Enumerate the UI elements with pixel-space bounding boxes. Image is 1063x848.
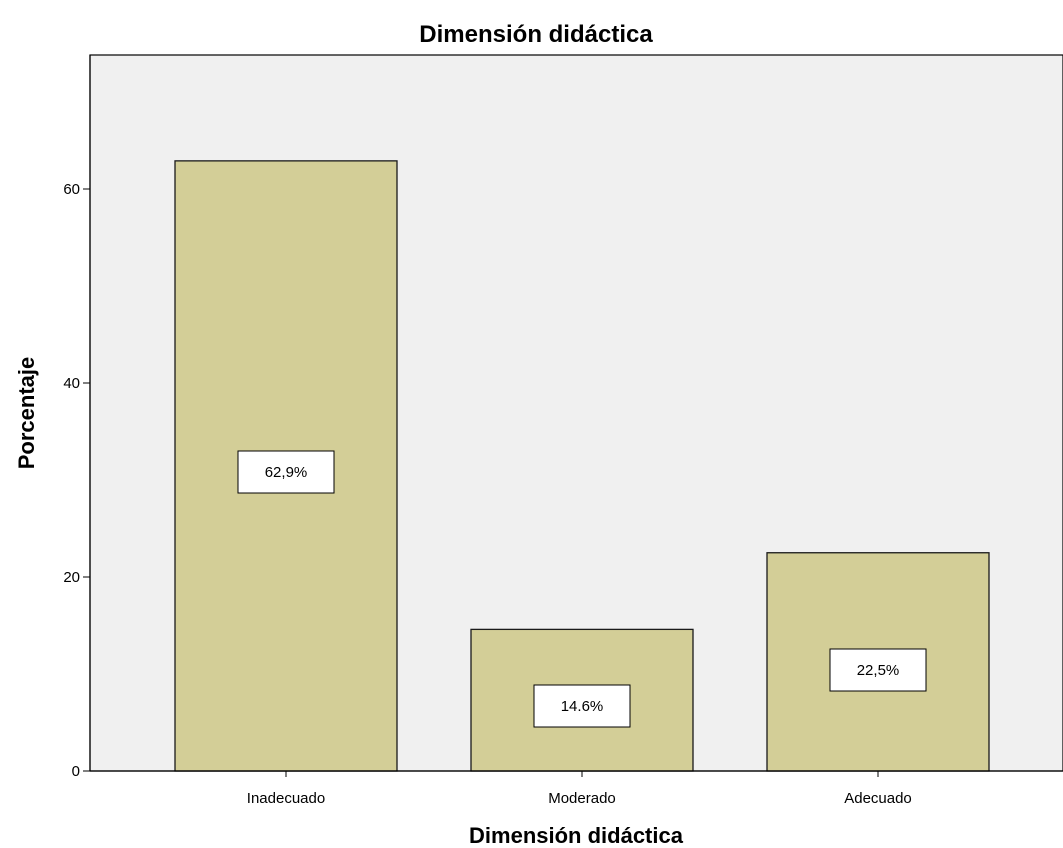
y-axis-label: Porcentaje xyxy=(14,357,39,470)
data-label-box xyxy=(829,648,927,692)
y-ticks-layer: 0 20 40 60 xyxy=(63,181,90,780)
data-label-box xyxy=(533,684,631,728)
data-label: 14.6% xyxy=(561,698,604,715)
x-tick-label: Adecuado xyxy=(844,790,912,807)
x-tick-label: Inadecuado xyxy=(247,790,325,807)
x-tick-label: Moderado xyxy=(548,790,616,807)
y-tick-label: 60 xyxy=(63,181,80,198)
y-tick-label: 40 xyxy=(63,375,80,392)
y-tick-label: 0 xyxy=(72,763,80,780)
data-label: 62,9% xyxy=(265,464,308,481)
data-label: 22,5% xyxy=(857,662,900,679)
chart-title: Dimensión didáctica xyxy=(419,21,653,48)
data-label-box xyxy=(237,450,335,494)
x-axis-label: Dimensión didáctica xyxy=(469,823,684,848)
y-tick-label: 20 xyxy=(63,569,80,586)
x-ticks-layer: Inadecuado Moderado Adecuado xyxy=(247,771,912,807)
data-labels-layer: 62,9% 14.6% 22,5% xyxy=(237,450,927,728)
